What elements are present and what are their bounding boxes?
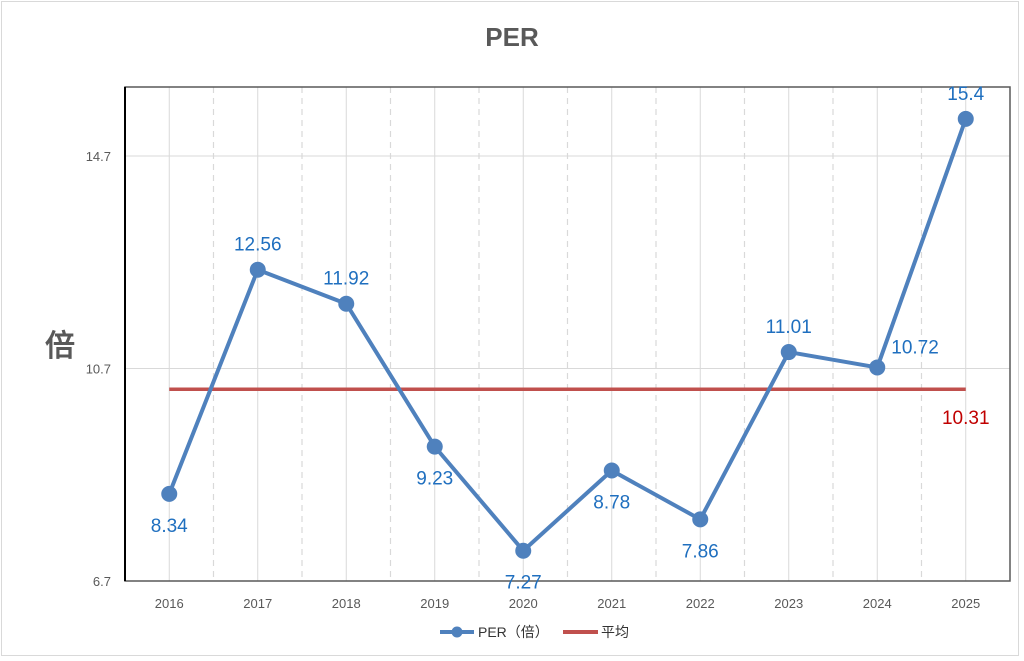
x-tick-label: 2020: [509, 596, 538, 611]
per-data-label: 11.01: [766, 317, 812, 338]
x-tick-label: 2019: [420, 596, 449, 611]
per-data-label: 9.23: [416, 469, 453, 490]
per-data-point: [515, 542, 532, 559]
per-data-point: [603, 462, 620, 479]
chart-title: PER: [485, 22, 539, 52]
per-data-label: 7.86: [682, 541, 719, 562]
y-tick-label: 10.7: [86, 362, 111, 377]
legend-per-marker: [451, 626, 463, 638]
y-axis-label: 倍: [45, 329, 75, 363]
average-data-label: 10.31: [942, 408, 990, 429]
y-tick-label: 14.7: [86, 149, 111, 164]
x-tick-label: 2021: [597, 596, 626, 611]
per-data-point: [780, 344, 797, 361]
per-data-label: 8.78: [593, 493, 630, 514]
x-tick-label: 2018: [332, 596, 361, 611]
per-data-point: [426, 438, 443, 455]
per-data-label: 12.56: [234, 235, 282, 256]
x-tick-label: 2016: [155, 596, 184, 611]
x-tick-label: 2022: [686, 596, 715, 611]
per-data-label: 11.92: [323, 269, 369, 290]
legend-average-label: 平均: [601, 624, 629, 640]
y-tick-label: 6.7: [93, 574, 111, 589]
per-data-point: [161, 485, 178, 502]
x-tick-label: 2024: [863, 596, 892, 611]
legend: PER（倍） 平均: [440, 624, 629, 640]
per-series-line: [167, 118, 968, 553]
x-tick-label: 2025: [951, 596, 980, 611]
x-tick-label: 2017: [243, 596, 272, 611]
per-data-point: [869, 359, 886, 376]
x-tick-label: 2023: [774, 596, 803, 611]
per-data-label: 15.4: [947, 84, 984, 105]
per-data-point: [249, 261, 266, 278]
per-data-label: 8.34: [151, 516, 188, 537]
per-data-point: [692, 511, 709, 528]
per-data-point: [338, 295, 355, 312]
per-data-label: 7.27: [505, 573, 542, 594]
legend-per-label: PER（倍）: [478, 624, 549, 640]
per-data-label: 10.72: [891, 337, 939, 358]
per-data-point: [957, 110, 974, 127]
